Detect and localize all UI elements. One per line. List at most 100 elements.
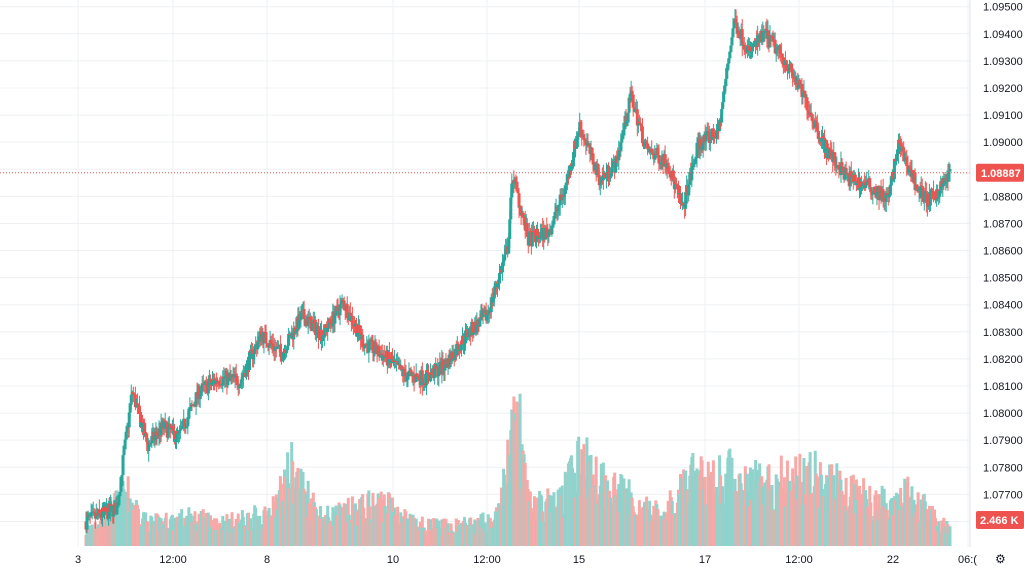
candle-body — [530, 230, 534, 247]
candle-body — [830, 151, 834, 160]
candle-body — [267, 346, 271, 348]
candle-body — [805, 97, 809, 111]
candle-body — [653, 153, 657, 160]
candle-body — [475, 320, 479, 333]
candle-body — [684, 192, 688, 209]
candle-body — [545, 227, 549, 231]
candle-body — [363, 344, 367, 349]
candle-body — [798, 79, 802, 86]
candle-body — [356, 332, 360, 337]
candle-body — [183, 418, 187, 429]
candle-body — [371, 340, 375, 354]
candle-body — [316, 326, 320, 339]
candle-body — [425, 370, 429, 373]
candle-body — [372, 351, 376, 354]
candle-body — [707, 132, 711, 143]
candle-body — [236, 385, 240, 388]
candle-body — [675, 185, 679, 189]
candle-body — [761, 31, 765, 43]
candle-body — [774, 47, 778, 54]
candle-body — [137, 405, 141, 414]
candle-body — [314, 328, 318, 335]
candle-body — [922, 192, 926, 202]
candle-body — [234, 374, 238, 377]
candle-body — [198, 394, 202, 400]
candle-body — [116, 505, 120, 507]
candle-body — [497, 273, 501, 284]
candle-body — [624, 115, 628, 125]
candle-body — [889, 177, 893, 186]
candle-body — [724, 78, 728, 87]
volume-bar — [627, 479, 631, 546]
candle-body — [552, 218, 556, 225]
candle-body — [635, 109, 639, 126]
candle-body — [510, 183, 514, 198]
candle-body — [481, 311, 485, 318]
candle-body — [281, 351, 285, 359]
candle-body — [668, 174, 672, 178]
candle-body — [294, 331, 298, 333]
candle-body — [279, 351, 283, 361]
candle-body — [209, 382, 213, 385]
candle-body — [441, 359, 445, 370]
chart-grid — [0, 0, 970, 547]
volume-bar — [552, 492, 556, 546]
candle-body — [507, 238, 511, 254]
candle-body — [885, 192, 889, 196]
candle-body — [608, 177, 612, 179]
candle-body — [262, 331, 266, 344]
time-tick-label: 10 — [387, 554, 399, 566]
volume-bar — [263, 506, 267, 546]
candle-body — [738, 36, 742, 38]
candle-body — [155, 431, 159, 436]
candle-body — [123, 439, 127, 450]
candle-body — [200, 383, 204, 391]
candle-body — [671, 170, 675, 181]
volume-bar — [680, 478, 684, 546]
candle-body — [516, 188, 520, 194]
last-price-badge: 1.08887 — [976, 163, 1024, 182]
price-tick-label: 1.08700 — [983, 218, 1023, 230]
candle-body — [711, 128, 715, 138]
candle-body — [147, 443, 151, 451]
candle-body — [645, 142, 649, 144]
gear-icon-ring[interactable] — [993, 550, 1009, 566]
candle-body — [629, 90, 633, 102]
candle-body — [597, 174, 601, 186]
candle-body — [456, 343, 460, 352]
time-tick-label: 3 — [75, 554, 81, 566]
candle-body — [278, 344, 282, 352]
candle-body — [849, 171, 853, 177]
candle-body — [699, 139, 703, 147]
candle-body — [583, 139, 587, 142]
chart-settings-button[interactable]: ⚙ — [993, 550, 1009, 566]
price-tick-label: 1.07900 — [983, 435, 1023, 447]
candle-body — [171, 425, 175, 431]
candle-body — [175, 430, 179, 440]
candle-body — [844, 167, 848, 175]
gear-icon[interactable]: ⚙ — [995, 552, 1006, 566]
candle-body — [403, 369, 407, 376]
candle-body — [869, 187, 873, 192]
candle-body — [806, 110, 810, 112]
candle-body — [237, 387, 241, 389]
candle-body — [128, 404, 132, 413]
candle-body — [575, 138, 579, 149]
candle-body — [813, 120, 817, 128]
candle-body — [417, 375, 421, 381]
candle-body — [572, 157, 576, 160]
candle-body — [532, 232, 536, 235]
candle-body — [947, 171, 951, 182]
candle-body — [374, 342, 378, 354]
candle-body — [355, 323, 359, 337]
candle-body — [97, 509, 101, 513]
candle-body — [323, 324, 327, 337]
candle-body — [604, 173, 608, 179]
volume-bar — [126, 476, 130, 546]
candle-body — [816, 131, 820, 139]
candle-body — [521, 212, 525, 218]
candle-body — [778, 45, 782, 54]
candle-body — [370, 339, 374, 341]
price-tick-label: 1.08600 — [983, 246, 1023, 258]
candle-body — [609, 175, 613, 178]
